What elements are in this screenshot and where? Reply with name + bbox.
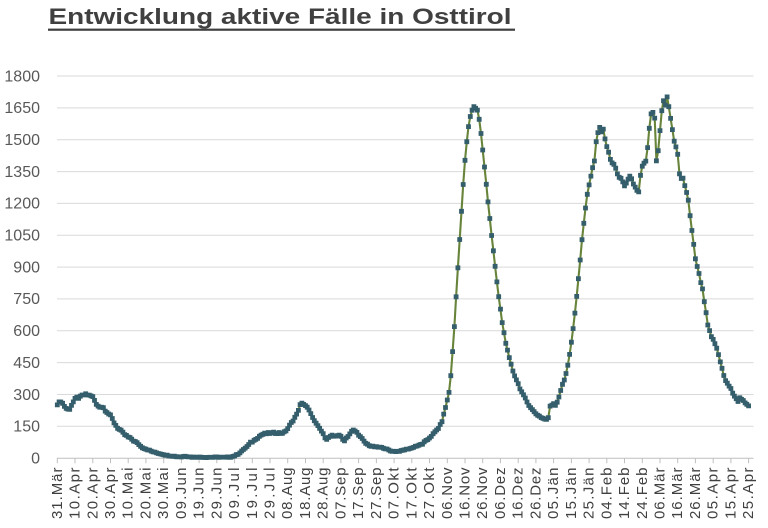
- svg-text:07.Okt: 07.Okt: [386, 467, 403, 519]
- svg-text:0: 0: [31, 451, 40, 468]
- svg-text:25.Apr: 25.Apr: [740, 468, 757, 520]
- svg-text:18.Aug: 18.Aug: [297, 468, 314, 520]
- svg-text:28.Aug: 28.Aug: [315, 468, 332, 520]
- svg-text:1350: 1350: [4, 164, 40, 181]
- svg-text:1050: 1050: [4, 228, 40, 245]
- svg-text:06.Nov: 06.Nov: [439, 467, 456, 519]
- svg-text:600: 600: [13, 323, 40, 340]
- svg-text:05.Jän: 05.Jän: [545, 468, 562, 520]
- svg-text:900: 900: [13, 259, 40, 276]
- svg-text:15.Apr: 15.Apr: [722, 468, 739, 520]
- svg-text:07.Sep: 07.Sep: [332, 468, 349, 520]
- svg-text:20.Mai: 20.Mai: [137, 468, 154, 520]
- svg-text:14.Feb: 14.Feb: [616, 468, 633, 520]
- svg-text:26.Mär: 26.Mär: [687, 468, 704, 520]
- svg-text:27.Sep: 27.Sep: [368, 468, 385, 520]
- svg-text:10.Mai: 10.Mai: [120, 468, 137, 520]
- svg-text:27.Okt: 27.Okt: [421, 467, 438, 519]
- svg-text:25.Jän: 25.Jän: [581, 468, 598, 520]
- svg-text:1200: 1200: [4, 196, 40, 213]
- svg-text:750: 750: [13, 291, 40, 308]
- svg-text:26.Dez: 26.Dez: [527, 468, 544, 520]
- svg-text:20.Apr: 20.Apr: [84, 468, 101, 520]
- svg-text:1800: 1800: [4, 68, 40, 85]
- svg-text:31.Mär: 31.Mär: [49, 468, 66, 520]
- svg-text:1650: 1650: [4, 100, 40, 117]
- svg-text:30.Apr: 30.Apr: [102, 468, 119, 520]
- svg-text:08.Aug: 08.Aug: [279, 468, 296, 520]
- svg-text:24.Feb: 24.Feb: [634, 468, 651, 520]
- svg-text:06.Mär: 06.Mär: [652, 468, 669, 520]
- svg-text:300: 300: [13, 387, 40, 404]
- svg-text:17.Okt: 17.Okt: [403, 467, 420, 519]
- svg-text:17.Sep: 17.Sep: [350, 468, 367, 520]
- svg-text:150: 150: [13, 419, 40, 436]
- svg-text:06.Dez: 06.Dez: [492, 468, 509, 520]
- svg-text:05.Apr: 05.Apr: [705, 468, 722, 520]
- svg-text:19.Jun: 19.Jun: [191, 468, 208, 520]
- svg-text:1500: 1500: [4, 132, 40, 149]
- svg-text:26.Nov: 26.Nov: [474, 467, 491, 519]
- svg-text:16.Nov: 16.Nov: [457, 467, 474, 519]
- svg-text:Entwicklung aktive Fälle in Os: Entwicklung aktive Fälle in Osttirol: [49, 4, 512, 29]
- svg-text:16.Mär: 16.Mär: [669, 468, 686, 520]
- svg-text:10.Apr: 10.Apr: [67, 468, 84, 520]
- svg-text:15.Jän: 15.Jän: [563, 468, 580, 520]
- svg-text:29.Jun: 29.Jun: [208, 468, 225, 520]
- svg-text:30.Mai: 30.Mai: [155, 468, 172, 520]
- svg-text:16.Dez: 16.Dez: [510, 468, 527, 520]
- svg-text:09.Jun: 09.Jun: [173, 468, 190, 520]
- svg-text:04.Feb: 04.Feb: [598, 468, 615, 520]
- svg-text:450: 450: [13, 355, 40, 372]
